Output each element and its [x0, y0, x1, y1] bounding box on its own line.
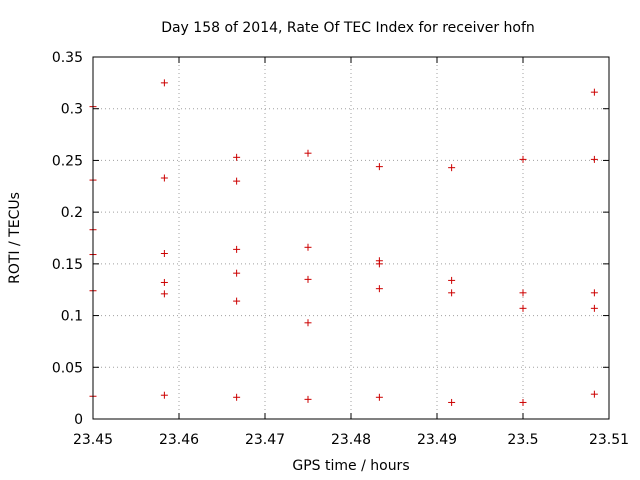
data-point — [160, 278, 168, 286]
data-point — [590, 390, 598, 398]
data-point — [304, 395, 312, 403]
data-point — [233, 245, 241, 253]
data-point — [448, 289, 456, 297]
data-point — [590, 88, 598, 96]
data-point — [233, 269, 241, 277]
x-axis-label: GPS time / hours — [292, 458, 409, 474]
data-point — [233, 177, 241, 185]
data-point — [304, 243, 312, 251]
y-tick-label: 0.15 — [52, 257, 83, 273]
data-point — [233, 297, 241, 305]
data-point — [304, 149, 312, 157]
data-point — [160, 250, 168, 258]
data-point — [590, 155, 598, 163]
x-tick-label: 23.47 — [245, 432, 285, 448]
y-tick-label: 0.1 — [61, 309, 83, 325]
x-tick-label: 23.51 — [589, 432, 629, 448]
x-tick-label: 23.45 — [73, 432, 113, 448]
data-point — [375, 260, 383, 268]
axis-ticks — [92, 56, 610, 420]
data-point — [519, 304, 527, 312]
data-point — [375, 163, 383, 171]
grid-lines — [93, 57, 609, 419]
data-point — [590, 304, 598, 312]
data-point — [160, 174, 168, 182]
y-tick-label: 0.2 — [61, 205, 83, 221]
y-tick-label: 0.05 — [52, 360, 83, 376]
y-tick-labels: 0 0.05 0.1 0.15 0.2 0.25 0.3 0.35 — [52, 50, 83, 428]
y-tick-label: 0.25 — [52, 153, 83, 169]
data-point — [519, 155, 527, 163]
data-point — [304, 275, 312, 283]
data-point — [233, 393, 241, 401]
x-tick-label: 23.48 — [331, 432, 371, 448]
data-point — [160, 290, 168, 298]
y-tick-label: 0.3 — [61, 102, 83, 118]
data-point — [590, 289, 598, 297]
data-point — [448, 164, 456, 172]
x-tick-labels: 23.45 23.46 23.47 23.48 23.49 23.5 23.51 — [73, 432, 629, 448]
data-point — [233, 153, 241, 161]
data-point — [304, 319, 312, 327]
data-point — [375, 285, 383, 293]
x-tick-label: 23.49 — [417, 432, 457, 448]
y-tick-label: 0.35 — [52, 50, 83, 66]
y-axis-label: ROTI / TECUs — [7, 192, 23, 284]
data-points — [89, 79, 598, 406]
y-tick-label: 0 — [74, 412, 83, 428]
data-point — [160, 391, 168, 399]
data-point — [519, 398, 527, 406]
data-point — [375, 393, 383, 401]
x-tick-label: 23.46 — [159, 432, 199, 448]
x-tick-label: 23.5 — [507, 432, 538, 448]
chart-title: Day 158 of 2014, Rate Of TEC Index for r… — [161, 20, 535, 36]
data-point — [448, 276, 456, 284]
data-point — [160, 79, 168, 87]
data-point — [448, 398, 456, 406]
data-point — [519, 289, 527, 297]
